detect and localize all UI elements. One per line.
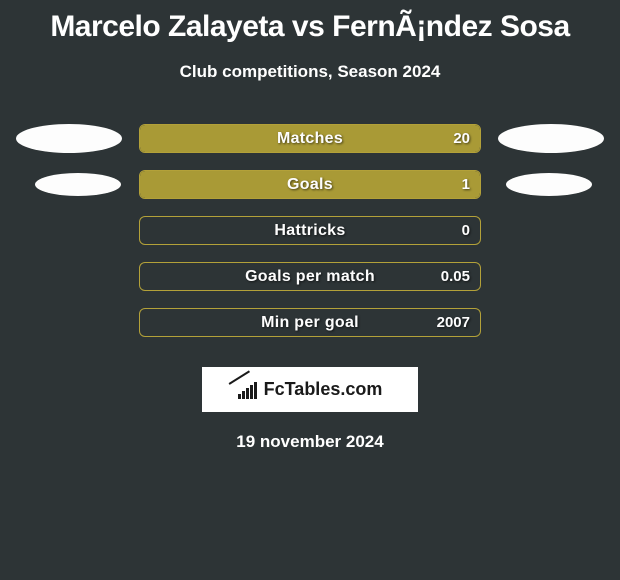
stat-bar: Goals per match0.05: [139, 262, 481, 291]
bar-value: 0.05: [441, 263, 470, 290]
stat-bar: Min per goal2007: [139, 308, 481, 337]
stat-row: Goals per match0.05: [10, 262, 610, 291]
bar-value: 2007: [437, 309, 470, 336]
bar-value: 20: [453, 125, 470, 152]
bar-value: 0: [462, 217, 470, 244]
page-title: Marcelo Zalayeta vs FernÃ¡ndez Sosa: [0, 10, 620, 44]
bar-label: Goals per match: [140, 263, 480, 290]
stat-row: Min per goal2007: [10, 308, 610, 337]
subtitle: Club competitions, Season 2024: [0, 62, 620, 82]
stat-bar: Hattricks0: [139, 216, 481, 245]
bar-label: Matches: [140, 125, 480, 152]
bar-label: Min per goal: [140, 309, 480, 336]
stat-row: Hattricks0: [10, 216, 610, 245]
stat-bar: Goals1: [139, 170, 481, 199]
right-ellipse: [498, 124, 604, 153]
bar-label: Hattricks: [140, 217, 480, 244]
bar-value: 1: [462, 171, 470, 198]
left-ellipse: [35, 173, 121, 196]
logo-text: FcTables.com: [264, 379, 383, 400]
stat-row: Matches20: [10, 124, 610, 153]
right-ellipse: [506, 173, 592, 196]
stat-rows: Matches20 Goals1 Hattricks0 Goals per match…: [0, 124, 620, 337]
logo-box[interactable]: FcTables.com: [202, 367, 418, 412]
comparison-widget: Marcelo Zalayeta vs FernÃ¡ndez Sosa Club…: [0, 0, 620, 452]
bar-label: Goals: [140, 171, 480, 198]
stat-row: Goals1: [10, 170, 610, 199]
bar-chart-icon: [238, 381, 260, 399]
date-text: 19 november 2024: [0, 432, 620, 452]
left-ellipse: [16, 124, 122, 153]
stat-bar: Matches20: [139, 124, 481, 153]
